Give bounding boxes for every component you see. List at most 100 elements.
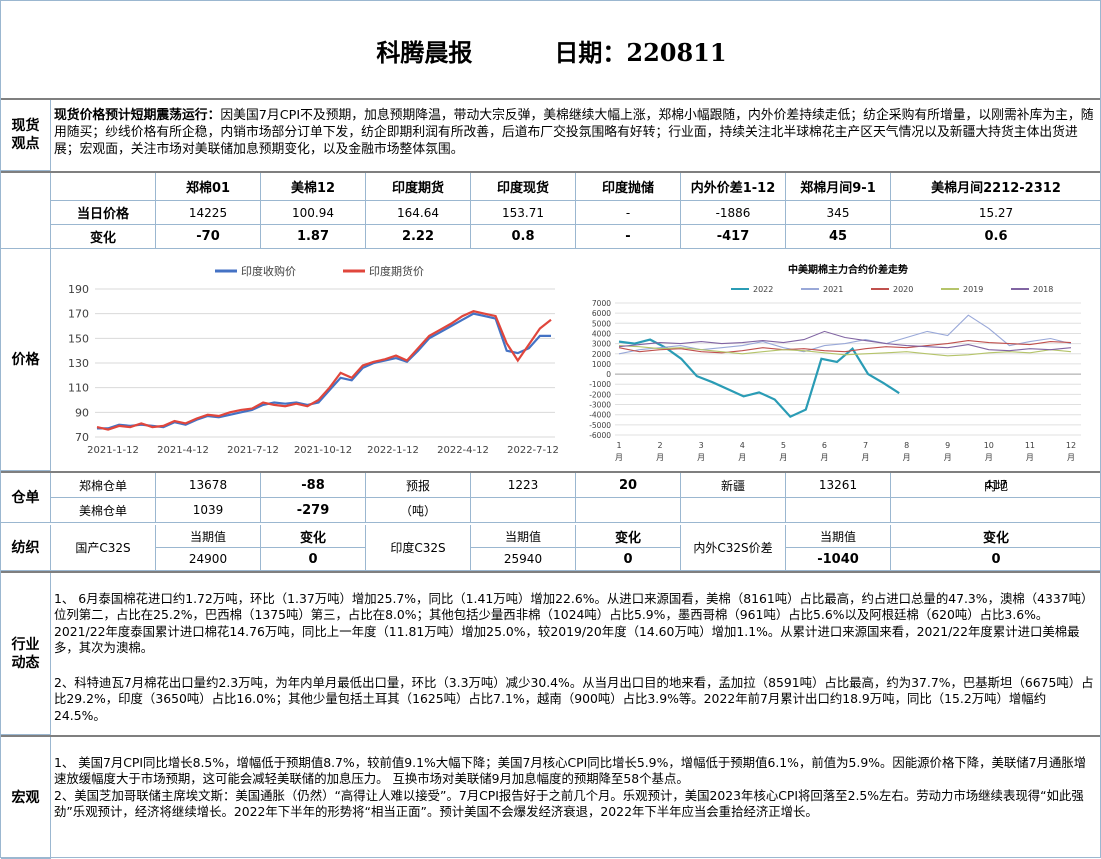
price-change-1: 1.87 bbox=[261, 225, 366, 249]
section-macro: 宏观 bbox=[1, 737, 51, 859]
wh-forecast-change: 20 bbox=[576, 473, 681, 498]
tx-spread-value: -1040 bbox=[786, 548, 891, 571]
price-header-2: 印度期货 bbox=[366, 173, 471, 201]
industry-p1: 1、 6月泰国棉花进口约1.72万吨，环比（1.37万吨）增加25.7%，同比（… bbox=[54, 591, 1094, 656]
macro-p2: 2、美国芝加哥联储主席埃文斯：美国通胀（仍然）“高得让人难以接受”。7月CPI报… bbox=[54, 788, 1084, 820]
price-change-6: 45 bbox=[786, 225, 891, 249]
right-xtick-unit-10: 月 bbox=[1026, 453, 1034, 462]
right-xtick-num-7: 8 bbox=[904, 441, 909, 450]
tx-dom-label: 国产C32S bbox=[51, 525, 156, 571]
right-ytick-8: -1000 bbox=[589, 380, 611, 389]
left-ytick-1: 90 bbox=[75, 406, 89, 419]
left-ytick-5: 170 bbox=[68, 308, 89, 321]
right-xtick-num-1: 2 bbox=[658, 441, 663, 450]
price-today-6: 345 bbox=[786, 201, 891, 225]
wh-us-label: 美棉仓单 bbox=[51, 498, 156, 523]
right-xtick-unit-11: 月 bbox=[1067, 453, 1075, 462]
tx-dom-change: 0 bbox=[261, 548, 366, 571]
tx-dom-cur-header: 当期值 bbox=[156, 525, 261, 548]
right-xtick-unit-7: 月 bbox=[903, 453, 911, 462]
wh-zz-value: 13678 bbox=[156, 473, 261, 498]
price-change-3: 0.8 bbox=[471, 225, 576, 249]
right-xtick-num-11: 12 bbox=[1066, 441, 1076, 450]
right-xtick-num-8: 9 bbox=[945, 441, 950, 450]
tx-ind-value: 25940 bbox=[471, 548, 576, 571]
price-header-7: 美棉月间2212-2312 bbox=[891, 173, 1101, 201]
wh-zz-change: -88 bbox=[261, 473, 366, 498]
right-xtick-num-0: 1 bbox=[616, 441, 621, 450]
left-legend-label-1: 印度期货价 bbox=[369, 264, 424, 278]
right-xtick-unit-5: 月 bbox=[820, 453, 828, 462]
left-ytick-6: 190 bbox=[68, 283, 89, 296]
right-xtick-num-6: 7 bbox=[863, 441, 868, 450]
tx-spread-cur-header: 当期值 bbox=[786, 525, 891, 548]
left-xtick-3: 2021-10-12 bbox=[294, 445, 352, 456]
wh-blank-7 bbox=[786, 498, 891, 523]
right-xtick-num-3: 4 bbox=[740, 441, 745, 450]
right-xtick-unit-0: 月 bbox=[615, 453, 623, 462]
left-series-1 bbox=[96, 310, 552, 431]
right-ytick-11: -4000 bbox=[589, 411, 611, 420]
section-view: 现货 观点 bbox=[1, 100, 51, 171]
tx-dom-value: 24900 bbox=[156, 548, 261, 571]
left-legend-label-0: 印度收购价 bbox=[241, 264, 296, 278]
right-legend-label-4: 2018 bbox=[1033, 285, 1053, 294]
wh-xj-label: 新疆 bbox=[681, 473, 786, 498]
right-ytick-7: 0 bbox=[606, 370, 611, 379]
industry-p2: 2、科特迪瓦7月棉花出口量约2.3万吨，为年内单月最低出口量，环比（3.3万吨）… bbox=[54, 675, 1094, 723]
right-xtick-unit-8: 月 bbox=[944, 453, 952, 462]
left-xtick-6: 2022-7-12 bbox=[507, 445, 559, 456]
right-series-1 bbox=[618, 314, 1072, 355]
report-title: 科腾晨报 日期：220811 bbox=[1, 1, 1101, 99]
wh-blank-6 bbox=[681, 498, 786, 523]
price-today-4: - bbox=[576, 201, 681, 225]
right-xtick-unit-1: 月 bbox=[656, 453, 664, 462]
right-xtick-unit-4: 月 bbox=[779, 453, 787, 462]
price-header-0: 郑棉01 bbox=[156, 173, 261, 201]
wh-zz-label: 郑棉仓单 bbox=[51, 473, 156, 498]
right-ytick-4: 3000 bbox=[592, 340, 611, 349]
left-ytick-4: 150 bbox=[68, 332, 89, 345]
report-date: 日期：220811 bbox=[554, 37, 727, 67]
left-xtick-5: 2022-4-12 bbox=[437, 445, 489, 456]
right-legend-label-0: 2022 bbox=[753, 285, 773, 294]
tx-ind-change: 0 bbox=[576, 548, 681, 571]
right-xtick-num-5: 6 bbox=[822, 441, 827, 450]
view-body: 因美国7月CPI不及预期，加息预期降温，带动大宗反弹，美棉继续大幅上涨，郑棉小幅… bbox=[54, 108, 1094, 157]
view-text: 现货价格预计短期震荡运行：因美国7月CPI不及预期，加息预期降温，带动大宗反弹，… bbox=[54, 107, 1094, 158]
right-ytick-6: 1000 bbox=[592, 360, 611, 369]
india-price-chart: 70 90 110 130 150 170 190 2021-1-12 2021-4-12 202… bbox=[68, 264, 559, 456]
right-ytick-2: 5000 bbox=[592, 319, 611, 328]
tx-ind-cur-header: 当期值 bbox=[471, 525, 576, 548]
right-series-0 bbox=[618, 338, 900, 419]
wh-forecast-label: 预报 bbox=[366, 473, 471, 498]
left-xtick-1: 2021-4-12 bbox=[157, 445, 209, 456]
price-change-4: - bbox=[576, 225, 681, 249]
wh-unit: （吨） bbox=[366, 498, 471, 523]
right-ytick-0: 7000 bbox=[592, 299, 611, 308]
right-series-4 bbox=[618, 330, 1072, 352]
tx-spread-label: 内外C32S价差 bbox=[681, 525, 786, 571]
left-ytick-2: 110 bbox=[68, 382, 89, 395]
right-xtick-unit-9: 月 bbox=[985, 453, 993, 462]
macro-p1: 1、 美国7月CPI同比增长8.5%，增幅低于预期值8.7%，较前值9.1%大幅… bbox=[54, 755, 1087, 787]
wh-blank-4 bbox=[471, 498, 576, 523]
left-ytick-3: 130 bbox=[68, 357, 89, 370]
right-xtick-num-2: 3 bbox=[699, 441, 704, 450]
price-today-0: 14225 bbox=[156, 201, 261, 225]
view-headline: 现货价格预计短期震荡运行： bbox=[54, 108, 221, 123]
section-textile: 纺织 bbox=[1, 525, 51, 571]
tx-dom-chg-header: 变化 bbox=[261, 525, 366, 548]
price-header-6: 郑棉月间9-1 bbox=[786, 173, 891, 201]
left-xtick-0: 2021-1-12 bbox=[87, 445, 139, 456]
right-legend-label-3: 2019 bbox=[963, 285, 983, 294]
tx-spread-change: 0 bbox=[891, 548, 1101, 571]
tx-ind-chg-header: 变化 bbox=[576, 525, 681, 548]
right-ytick-5: 2000 bbox=[592, 350, 611, 359]
wh-forecast-value: 1223 bbox=[471, 473, 576, 498]
right-title: 中美期棉主力合约价差走势 bbox=[788, 263, 908, 276]
tx-spread-chg-header: 变化 bbox=[891, 525, 1101, 548]
right-xtick-num-9: 10 bbox=[984, 441, 994, 450]
